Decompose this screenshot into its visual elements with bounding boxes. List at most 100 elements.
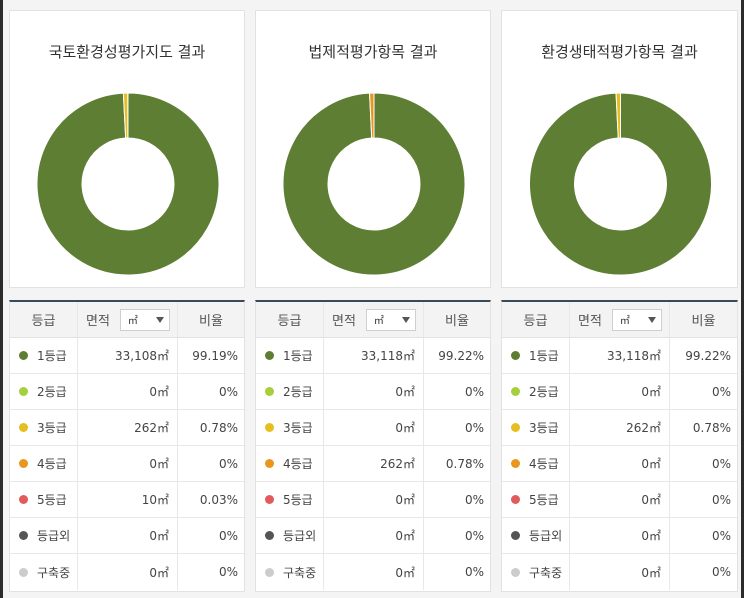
donut-slice[interactable] [615, 93, 621, 139]
area-cell: 33,108㎡ [78, 338, 178, 373]
chevron-down-icon [155, 316, 164, 323]
grade-label: 5등급 [529, 493, 559, 507]
grade-table: 등급 면적 ㎡ 비율 1등급 33,118㎡ 99.22% 2등급 0㎡ 0% 3등급 262… [501, 300, 738, 592]
chart-title: 국토환경성평가지도 결과 [48, 43, 206, 61]
grade-color-dot-icon [265, 351, 274, 360]
table-row: 등급외 0㎡ 0% [256, 518, 490, 554]
table-row: 2등급 0㎡ 0% [502, 374, 737, 410]
grade-cell: 등급외 [10, 518, 78, 553]
ratio-cell: 0.78% [692, 420, 731, 435]
ratio-header: 비율 [199, 314, 223, 329]
area-cell: 10㎡ [78, 482, 178, 517]
area-cell: 0㎡ [324, 410, 424, 445]
grade-cell: 3등급 [502, 410, 570, 445]
grade-color-dot-icon [19, 387, 28, 396]
grade-color-dot-icon [511, 495, 520, 504]
chart-title: 환경생태적평가항목 결과 [541, 43, 698, 61]
ratio-cell: 0.03% [199, 492, 238, 507]
donut-slice[interactable] [282, 93, 466, 276]
area-header: 면적 ㎡ [570, 302, 670, 337]
grade-cell: 4등급 [502, 446, 570, 481]
area-header-label: 면적 [578, 314, 602, 329]
grade-color-dot-icon [19, 567, 28, 577]
table-row: 구축중 0㎡ 0% [10, 554, 244, 590]
grade-label: 1등급 [529, 349, 559, 363]
ratio-cell: 0% [711, 456, 731, 471]
results-frame: 국토환경성평가지도 결과 등급 면적 ㎡ 비율 1등급 33,108㎡ 99.19%… [3, 0, 741, 598]
area-cell: 0㎡ [78, 554, 178, 590]
area-cell: 0㎡ [324, 554, 424, 590]
grade-cell: 2등급 [10, 374, 78, 409]
grade-cell: 5등급 [10, 482, 78, 517]
grade-label: 등급외 [283, 529, 317, 543]
grade-label: 3등급 [37, 421, 67, 435]
grade-color-dot-icon [511, 567, 520, 577]
unit-select-value: ㎡ [619, 316, 630, 327]
table-row: 5등급 0㎡ 0% [502, 482, 737, 518]
chevron-down-icon [401, 316, 410, 323]
table-row: 3등급 262㎡ 0.78% [10, 410, 244, 446]
grade-header: 등급 [502, 302, 570, 337]
donut-slice[interactable] [36, 93, 220, 276]
grade-label: 등급외 [529, 529, 563, 543]
unit-select[interactable]: ㎡ [119, 308, 170, 331]
grade-cell: 5등급 [502, 482, 570, 517]
grade-color-dot-icon [19, 423, 28, 432]
grade-cell: 1등급 [502, 338, 570, 373]
chart-card: 법제적평가항목 결과 [255, 10, 491, 288]
grade-cell: 구축중 [10, 554, 78, 590]
chart-card: 환경생태적평가항목 결과 [501, 10, 738, 288]
table-row: 3등급 0㎡ 0% [256, 410, 490, 446]
grade-cell: 4등급 [256, 446, 324, 481]
area-cell: 0㎡ [78, 374, 178, 409]
chart-card: 국토환경성평가지도 결과 [9, 10, 245, 288]
donut-slice[interactable] [369, 93, 375, 139]
table-body: 1등급 33,118㎡ 99.22% 2등급 0㎡ 0% 3등급 0㎡ 0% 4등급 262㎡ 0.7… [256, 338, 490, 590]
table-row: 1등급 33,118㎡ 99.22% [256, 338, 490, 374]
grade-cell: 구축중 [502, 554, 570, 590]
area-cell: 0㎡ [78, 518, 178, 553]
ratio-header: 비율 [691, 314, 716, 329]
grade-cell: 4등급 [10, 446, 78, 481]
unit-select[interactable]: ㎡ [611, 308, 662, 331]
area-cell: 33,118㎡ [324, 338, 424, 373]
table-row: 1등급 33,118㎡ 99.22% [502, 338, 737, 374]
area-cell: 262㎡ [570, 410, 670, 445]
donut-slice[interactable] [529, 93, 712, 276]
grade-label: 구축중 [529, 565, 563, 580]
ratio-cell: 99.22% [685, 348, 731, 363]
grade-color-dot-icon [265, 567, 274, 577]
grade-label: 5등급 [37, 493, 67, 507]
ratio-cell: 0% [464, 384, 484, 399]
grade-label: 3등급 [283, 421, 313, 435]
ratio-cell: 0% [464, 492, 484, 507]
table-row: 구축중 0㎡ 0% [502, 554, 737, 590]
grade-header: 등급 [10, 302, 78, 337]
area-header: 면적 ㎡ [324, 302, 424, 337]
grade-label: 4등급 [283, 457, 313, 471]
grade-label: 2등급 [529, 385, 559, 399]
grade-label: 1등급 [37, 349, 67, 363]
table-body: 1등급 33,118㎡ 99.22% 2등급 0㎡ 0% 3등급 262㎡ 0.78% 4등급 0㎡… [502, 338, 737, 590]
ratio-cell: 99.19% [192, 348, 238, 363]
grade-cell: 구축중 [256, 554, 324, 590]
ratio-cell: 0% [711, 565, 731, 579]
grade-color-dot-icon [511, 423, 520, 432]
grade-color-dot-icon [511, 387, 520, 396]
grade-table: 등급 면적 ㎡ 비율 1등급 33,118㎡ 99.22% 2등급 0㎡ 0% 3등급 0㎡ 0… [255, 300, 491, 592]
grade-label: 3등급 [529, 421, 559, 435]
donut-chart [529, 93, 712, 276]
table-row: 4등급 0㎡ 0% [502, 446, 737, 482]
grade-color-dot-icon [265, 387, 274, 396]
grade-color-dot-icon [265, 531, 274, 540]
grade-label: 4등급 [37, 457, 67, 471]
table-row: 2등급 0㎡ 0% [10, 374, 244, 410]
grade-cell: 등급외 [256, 518, 324, 553]
donut-chart [36, 93, 220, 276]
unit-select[interactable]: ㎡ [365, 308, 416, 331]
grade-color-dot-icon [19, 495, 28, 504]
table-body: 1등급 33,108㎡ 99.19% 2등급 0㎡ 0% 3등급 262㎡ 0.78% 4등급 0㎡… [10, 338, 244, 590]
unit-select-value: ㎡ [127, 316, 138, 327]
area-cell: 262㎡ [78, 410, 178, 445]
grade-label: 5등급 [283, 493, 313, 507]
